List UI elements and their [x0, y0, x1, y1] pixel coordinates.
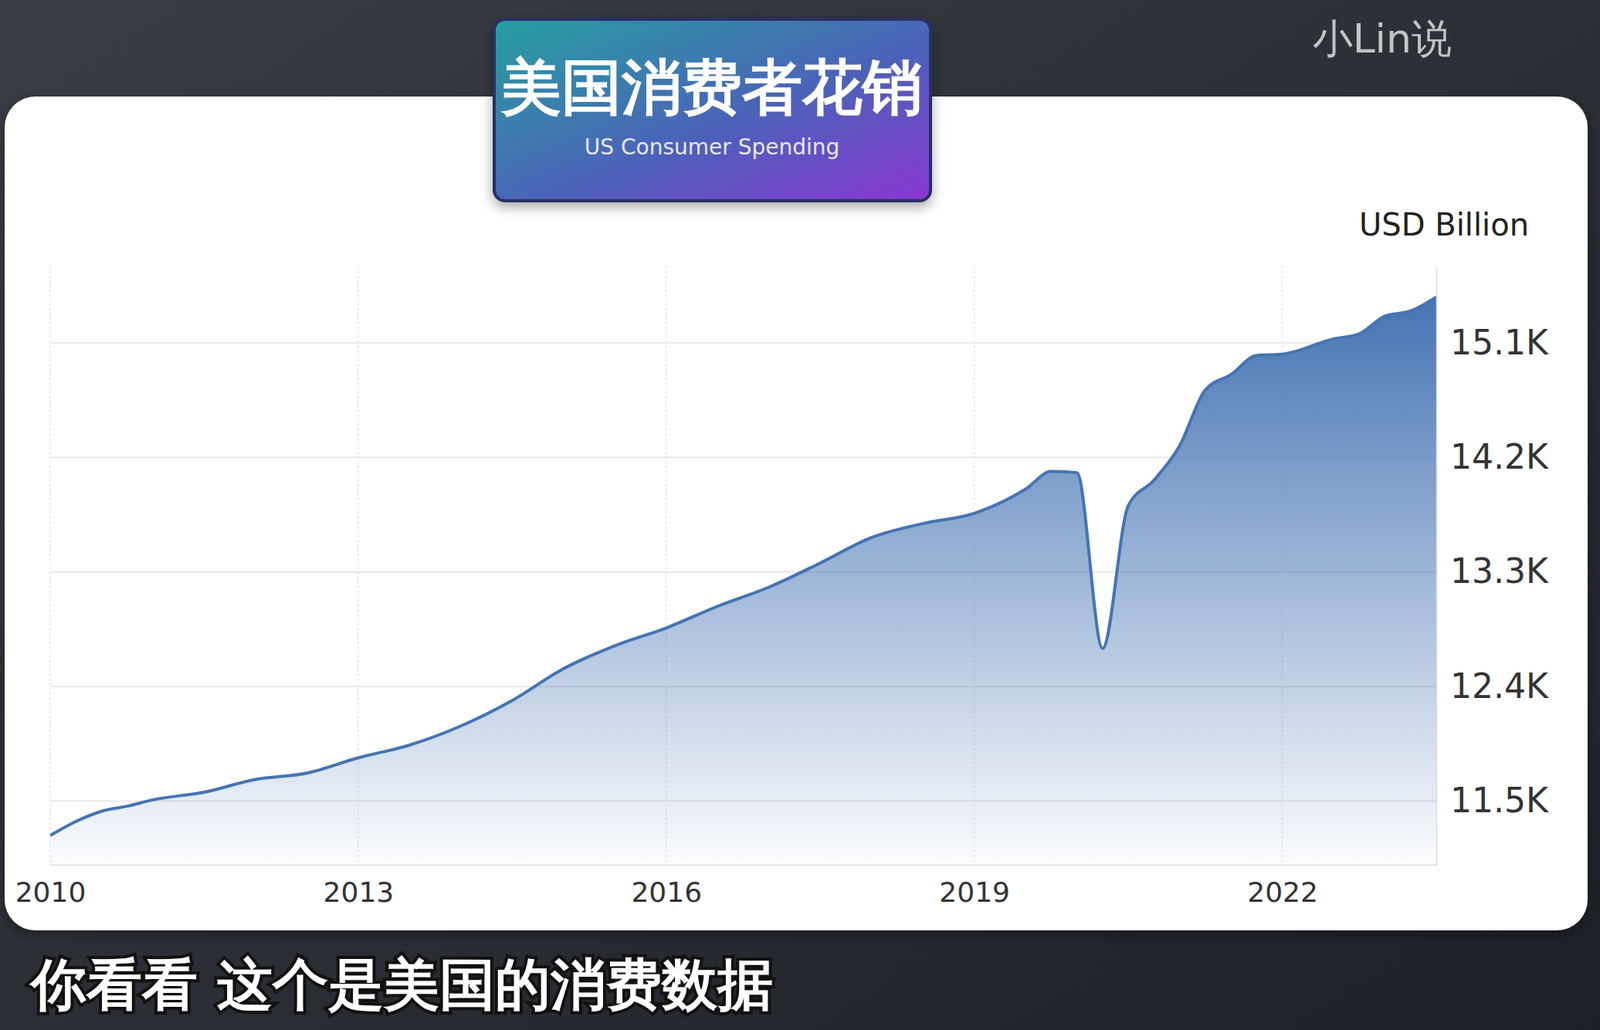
x-tick-label: 2010	[15, 876, 87, 909]
y-tick-label: 12.4K	[1450, 666, 1550, 706]
grid-line	[49, 266, 51, 865]
x-tick: 2013	[323, 864, 395, 909]
title: 美国消费者花销	[499, 52, 923, 123]
subtitle: US Consumer Spending	[584, 134, 840, 160]
x-tick: 2019	[938, 864, 1011, 909]
x-tick: 2016	[630, 864, 702, 909]
grid	[50, 266, 1437, 865]
title-background	[494, 19, 931, 201]
watermark: 小Lin说	[1312, 15, 1452, 62]
y-tick: 14.2K	[1436, 437, 1550, 477]
x-axis: 2010 2013 2016 2019 2022	[15, 864, 1438, 909]
y-tick-label: 14.2K	[1450, 437, 1550, 477]
background	[0, 0, 1600, 1030]
y-axis-title: USD Billion	[1359, 206, 1529, 243]
y-axis: 11.5K 12.4K 13.3K 14.2K 15.1K	[1436, 267, 1550, 866]
caption: 你看看 这个是美国的消费数据	[28, 952, 773, 1017]
x-tick-label: 2019	[938, 876, 1011, 909]
y-tick-label: 11.5K	[1450, 780, 1550, 821]
y-tick: 15.1K	[1436, 322, 1550, 363]
area	[50, 297, 1437, 865]
y-tick-label: 15.1K	[1450, 322, 1550, 363]
plot-marks	[50, 297, 1437, 865]
x-tick: 2022	[1247, 864, 1319, 909]
grid-line	[50, 342, 1437, 344]
x-tick-label: 2013	[323, 876, 395, 909]
y-tick: 13.3K	[1436, 551, 1550, 591]
x-tick: 2010	[15, 864, 87, 909]
line	[50, 297, 1437, 837]
title-box: 美国消费者花销 US Consumer Spending	[494, 19, 931, 201]
x-tick-label: 2022	[1247, 876, 1319, 909]
y-tick: 12.4K	[1436, 666, 1550, 706]
y-axis-line	[1436, 267, 1438, 866]
chart-card	[4, 96, 1588, 931]
chart-root: 11.5K12.4K13.3K14.2K15.1K201020132016201…	[0, 0, 1600, 1030]
y-tick: 11.5K	[1436, 780, 1550, 821]
x-tick-label: 2016	[630, 876, 702, 909]
x-axis-line	[50, 864, 1438, 867]
y-tick-label: 13.3K	[1450, 551, 1550, 591]
